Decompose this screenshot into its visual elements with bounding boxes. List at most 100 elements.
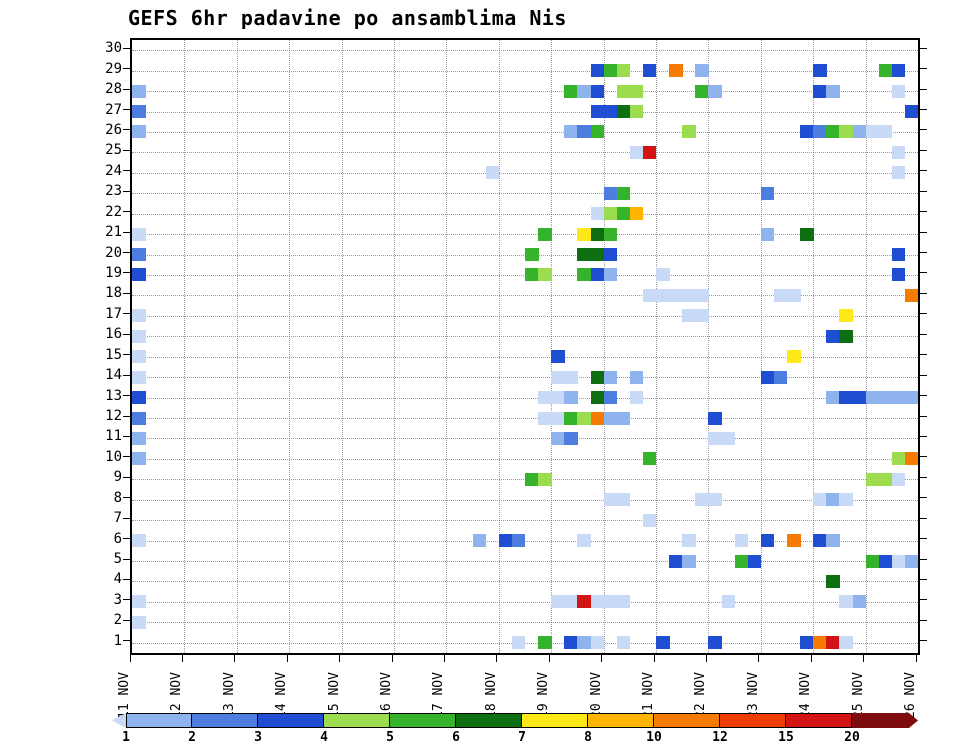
precip-cell — [669, 288, 683, 302]
precip-cell — [590, 84, 605, 98]
gridline-vertical — [551, 40, 553, 653]
y-tick-label: 10 — [105, 448, 122, 465]
y-tick-mark — [123, 599, 130, 601]
y-tick-mark-right — [920, 129, 927, 131]
x-tick-mark — [496, 655, 498, 662]
y-tick-mark-right — [920, 68, 927, 70]
precip-cell — [577, 268, 591, 282]
y-tick-mark-right — [920, 619, 927, 621]
precip-cell — [616, 84, 631, 98]
y-tick-mark — [123, 129, 130, 131]
y-tick-mark-right — [920, 109, 927, 111]
precip-cell — [826, 125, 840, 139]
precip-cell — [132, 615, 146, 629]
precip-cell — [642, 452, 657, 466]
precip-cell — [787, 350, 801, 364]
precip-cell — [511, 534, 526, 548]
precip-cell — [695, 309, 709, 323]
chart-title: GEFS 6hr padavine po ansamblima Nis — [128, 6, 567, 30]
gridline-horizontal — [132, 520, 918, 522]
y-tick-mark-right — [920, 354, 927, 356]
precip-cell — [577, 595, 591, 609]
y-tick-mark — [123, 272, 130, 274]
y-tick-mark-right — [920, 292, 927, 294]
precip-cell — [721, 595, 736, 609]
y-tick-mark-right — [920, 190, 927, 192]
y-tick-label: 9 — [113, 469, 122, 486]
precip-cell — [656, 268, 670, 282]
precip-cell — [629, 84, 644, 98]
precip-cell — [577, 84, 591, 98]
gridline-horizontal — [132, 397, 918, 399]
precip-cell — [603, 248, 618, 262]
precip-cell — [616, 493, 631, 507]
gridline-horizontal — [132, 356, 918, 358]
precip-cell — [603, 391, 618, 405]
precip-cell — [642, 64, 657, 78]
plot-area — [130, 38, 920, 655]
precip-cell — [773, 288, 788, 302]
x-tick-label: 12 NOV — [169, 672, 185, 719]
legend-tick-label: 1 — [122, 730, 130, 742]
precip-cell — [485, 166, 500, 180]
y-tick-mark-right — [920, 374, 927, 376]
y-tick-mark — [123, 619, 130, 621]
x-tick-mark — [653, 655, 655, 662]
precip-cell — [603, 64, 618, 78]
y-tick-mark-right — [920, 149, 927, 151]
precip-cell — [695, 288, 709, 302]
y-tick-label: 17 — [105, 305, 122, 322]
y-tick-mark-right — [920, 640, 927, 642]
precip-cell — [577, 411, 591, 425]
gridline-vertical — [865, 40, 867, 653]
precip-cell — [603, 105, 618, 119]
legend-segment — [654, 713, 720, 728]
precip-cell — [813, 84, 827, 98]
legend-segment — [588, 713, 654, 728]
precip-cell — [826, 574, 840, 588]
precip-cell — [839, 595, 853, 609]
precip-cell — [891, 145, 906, 159]
gridline-horizontal — [132, 70, 918, 72]
y-tick-mark — [123, 109, 130, 111]
x-tick-mark — [181, 655, 183, 662]
legend-tick-label: 8 — [584, 730, 592, 742]
precip-cell — [891, 268, 906, 282]
precip-cell — [787, 534, 801, 548]
x-tick-label: 20 NOV — [588, 672, 604, 719]
legend-tick-label: 5 — [386, 730, 394, 742]
gridline-vertical — [341, 40, 343, 653]
precip-cell — [616, 105, 631, 119]
precip-cell — [878, 125, 893, 139]
legend-segment — [324, 713, 390, 728]
x-tick-label: 17 NOV — [431, 672, 447, 719]
gridline-horizontal — [132, 193, 918, 195]
y-tick-mark — [123, 517, 130, 519]
precip-cell — [826, 84, 840, 98]
precip-cell — [708, 636, 722, 650]
legend-left-arrow — [112, 713, 126, 728]
precip-cell — [629, 207, 644, 221]
gridline-horizontal — [132, 418, 918, 420]
y-tick-mark-right — [920, 88, 927, 90]
precip-cell — [629, 105, 644, 119]
precip-cell — [590, 207, 605, 221]
precip-cell — [891, 64, 906, 78]
precip-cell — [603, 411, 618, 425]
precip-cell — [813, 636, 827, 650]
precip-cell — [616, 207, 631, 221]
gridline-horizontal — [132, 377, 918, 379]
precip-cell — [839, 309, 853, 323]
y-tick-label: 4 — [113, 571, 122, 588]
precip-cell — [800, 125, 814, 139]
y-tick-mark — [123, 252, 130, 254]
precip-cell — [132, 248, 146, 262]
precip-cell — [616, 186, 631, 200]
precip-cell — [564, 391, 578, 405]
precip-cell — [590, 411, 605, 425]
precip-cell — [511, 636, 526, 650]
gridline-horizontal — [132, 131, 918, 133]
precip-cell — [891, 248, 906, 262]
precip-cell — [564, 595, 578, 609]
